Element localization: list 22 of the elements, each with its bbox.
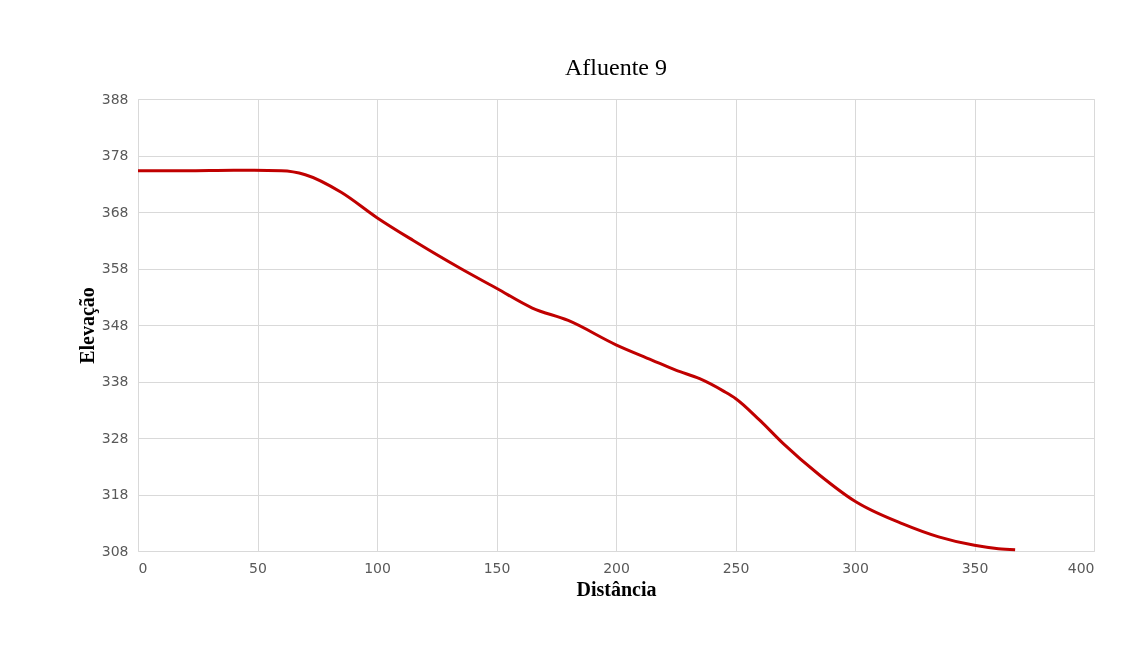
y-tick-label: 308 [101,542,129,559]
y-tick-label: 338 [101,373,129,389]
y-tick-label: 328 [101,429,129,446]
x-tick-label: 150 [483,559,511,576]
x-axis-title: Distância [576,577,657,600]
y-tick-label: 368 [101,203,129,220]
line-series [136,168,1017,552]
x-tick-label: 350 [961,559,989,576]
x-tick-label: 300 [842,559,869,576]
y-tick-label: 378 [101,147,129,163]
x-tick-label: 400 [1067,559,1095,576]
y-tick-label: 318 [101,486,129,502]
y-tick-label: 358 [101,260,129,276]
y-tick-label: 348 [101,316,129,333]
x-tick-label: 200 [603,559,630,576]
chart-title: Afluente 9 [565,54,667,80]
y-axis-title: Elevação [75,287,99,364]
x-tick-label: 250 [722,559,750,576]
y-tick-label: 388 [101,90,129,107]
x-tick-label: 50 [249,559,267,576]
x-tick-label: 0 [138,559,148,576]
x-tick-label: 100 [364,559,391,576]
